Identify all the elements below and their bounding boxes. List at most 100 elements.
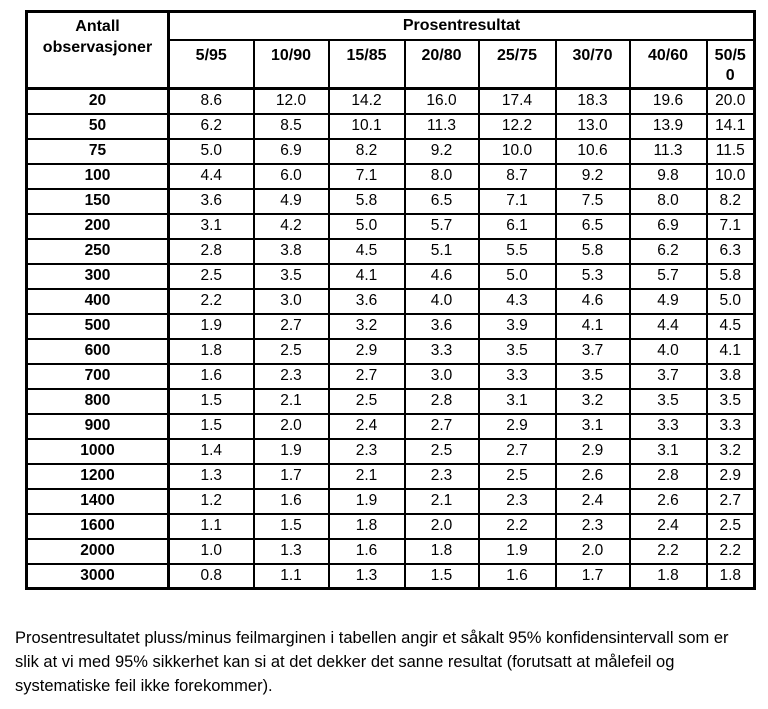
value-cell: 2.7 <box>327 362 406 390</box>
value-cell: 2.6 <box>554 462 631 490</box>
value-cell: 13.9 <box>628 112 708 140</box>
value-cell: 1.1 <box>167 512 255 540</box>
row-label: 1400 <box>25 487 170 515</box>
value-cell: 2.5 <box>477 462 557 490</box>
value-cell: 3.0 <box>403 362 480 390</box>
value-cell: 3.6 <box>327 287 406 315</box>
column-header-row: 5/95 10/90 15/85 20/80 25/75 30/70 40/60 50/50 <box>27 38 756 90</box>
row-label: 900 <box>25 412 170 440</box>
value-cell: 4.5 <box>705 312 756 340</box>
value-cell: 19.6 <box>628 87 708 115</box>
value-cell: 3.8 <box>252 237 330 265</box>
value-cell: 2.8 <box>403 387 480 415</box>
table-row: 900 1.5 2.0 2.4 2.7 2.9 3.1 3.3 3.3 <box>25 412 756 440</box>
value-cell: 4.1 <box>705 337 756 365</box>
row-label: 600 <box>25 337 170 365</box>
value-cell: 3.5 <box>477 337 557 365</box>
row-label: 50 <box>25 112 170 140</box>
value-cell: 2.4 <box>554 487 631 515</box>
value-cell: 10.1 <box>327 112 406 140</box>
value-cell: 2.3 <box>554 512 631 540</box>
value-cell: 1.4 <box>167 437 255 465</box>
value-cell: 6.9 <box>628 212 708 240</box>
column-header: 50/50 <box>705 38 756 90</box>
value-cell: 2.5 <box>403 437 480 465</box>
value-cell: 2.5 <box>167 262 255 290</box>
value-cell: 5.3 <box>554 262 631 290</box>
value-cell: 3.3 <box>403 337 480 365</box>
value-cell: 1.7 <box>252 462 330 490</box>
row-label: 2000 <box>25 537 170 565</box>
value-cell: 1.7 <box>554 562 631 590</box>
value-cell: 4.6 <box>403 262 480 290</box>
value-cell: 10.0 <box>705 162 756 190</box>
margin-of-error-table: Antall observasjoner Prosentresultat 5/9… <box>25 10 756 590</box>
value-cell: 2.8 <box>167 237 255 265</box>
footnote-text: Prosentresultatet pluss/minus feilmargin… <box>15 629 729 695</box>
value-cell: 2.2 <box>628 537 708 565</box>
value-cell: 10.6 <box>554 137 631 165</box>
value-cell: 2.0 <box>252 412 330 440</box>
row-label: 150 <box>25 187 170 215</box>
value-cell: 2.7 <box>705 487 756 515</box>
value-cell: 3.8 <box>705 362 756 390</box>
group-header-row: Antall observasjoner Prosentresultat <box>25 10 756 90</box>
value-cell: 7.1 <box>705 212 756 240</box>
value-cell: 3.7 <box>628 362 708 390</box>
value-cell: 1.8 <box>403 537 480 565</box>
value-cell: 6.5 <box>554 212 631 240</box>
table-body: 20 8.6 12.0 14.2 16.0 17.4 18.3 19.6 20.0 50 6.2 8.… <box>25 87 756 590</box>
value-cell: 1.5 <box>167 412 255 440</box>
value-cell: 1.9 <box>167 312 255 340</box>
value-cell: 4.5 <box>327 237 406 265</box>
value-cell: 20.0 <box>705 87 756 115</box>
value-cell: 11.3 <box>403 112 480 140</box>
value-cell: 2.9 <box>554 437 631 465</box>
value-cell: 1.2 <box>167 487 255 515</box>
value-cell: 11.3 <box>628 137 708 165</box>
value-cell: 12.0 <box>252 87 330 115</box>
value-cell: 1.1 <box>252 562 330 590</box>
column-header: 15/85 <box>327 38 406 90</box>
row-label: 500 <box>25 312 170 340</box>
value-cell: 9.8 <box>628 162 708 190</box>
value-cell: 2.4 <box>628 512 708 540</box>
value-cell: 2.2 <box>705 537 756 565</box>
column-header: 20/80 <box>403 38 480 90</box>
value-cell: 7.1 <box>477 187 557 215</box>
value-cell: 7.1 <box>327 162 406 190</box>
value-cell: 8.6 <box>167 87 255 115</box>
value-cell: 4.1 <box>327 262 406 290</box>
value-cell: 2.0 <box>554 537 631 565</box>
value-cell: 1.9 <box>477 537 557 565</box>
value-cell: 6.9 <box>252 137 330 165</box>
value-cell: 5.0 <box>327 212 406 240</box>
value-cell: 4.4 <box>167 162 255 190</box>
value-cell: 8.2 <box>705 187 756 215</box>
value-cell: 13.0 <box>554 112 631 140</box>
value-cell: 3.2 <box>554 387 631 415</box>
value-cell: 16.0 <box>403 87 480 115</box>
value-cell: 4.2 <box>252 212 330 240</box>
value-cell: 5.0 <box>477 262 557 290</box>
row-label: 75 <box>25 137 170 165</box>
table-row: 500 1.9 2.7 3.2 3.6 3.9 4.1 4.4 4.5 <box>25 312 756 340</box>
row-label: 250 <box>25 237 170 265</box>
value-cell: 8.7 <box>477 162 557 190</box>
value-cell: 10.0 <box>477 137 557 165</box>
value-cell: 3.3 <box>477 362 557 390</box>
value-cell: 17.4 <box>477 87 557 115</box>
table-row: 200 3.1 4.2 5.0 5.7 6.1 6.5 6.9 7.1 <box>25 212 756 240</box>
value-cell: 0.8 <box>167 562 255 590</box>
value-cell: 18.3 <box>554 87 631 115</box>
value-cell: 8.5 <box>252 112 330 140</box>
value-cell: 5.7 <box>403 212 480 240</box>
value-cell: 1.9 <box>327 487 406 515</box>
value-cell: 4.9 <box>252 187 330 215</box>
table-row: 1000 1.4 1.9 2.3 2.5 2.7 2.9 3.1 3.2 <box>25 437 756 465</box>
value-cell: 5.8 <box>327 187 406 215</box>
table-row: 600 1.8 2.5 2.9 3.3 3.5 3.7 4.0 4.1 <box>25 337 756 365</box>
value-cell: 5.8 <box>554 237 631 265</box>
value-cell: 3.6 <box>403 312 480 340</box>
row-label: 1200 <box>25 462 170 490</box>
